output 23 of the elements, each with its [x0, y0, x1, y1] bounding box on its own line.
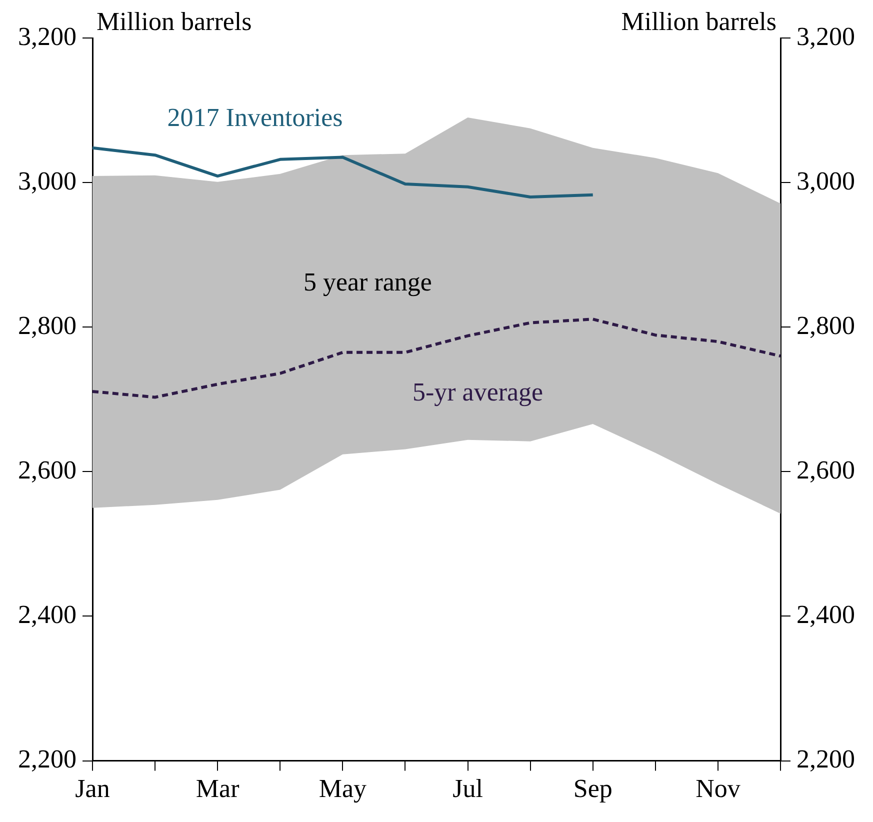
x-tick-label: May [318, 774, 367, 804]
y2-axis-title: Million barrels [621, 6, 776, 36]
x-tick-label: Mar [196, 774, 240, 804]
y2-tick-label: 2,400 [796, 600, 855, 630]
y2-tick-label: 2,200 [796, 744, 855, 774]
y2-tick-label: 3,200 [796, 22, 855, 51]
annotation: 5 year range [303, 268, 432, 297]
y2-tick-label: 2,800 [796, 310, 855, 340]
y-tick-label: 2,400 [18, 600, 76, 630]
series-label: 5-yr average [412, 378, 544, 407]
series-label: 2017 Inventories [167, 102, 343, 132]
y-tick-label: 3,000 [18, 166, 76, 196]
x-tick-label: Sep [573, 774, 612, 804]
y2-tick-label: 2,600 [796, 456, 855, 485]
y-tick-label: 2,600 [18, 456, 76, 485]
x-tick-label: Nov [696, 774, 740, 804]
y-tick-label: 3,200 [18, 22, 76, 51]
y-tick-label: 2,800 [18, 310, 76, 340]
y-tick-label: 2,200 [18, 744, 76, 774]
y2-tick-label: 3,000 [796, 166, 855, 196]
x-tick-label: Jan [75, 774, 110, 804]
y-axis-title: Million barrels [96, 6, 252, 36]
x-tick-label: Jul [452, 774, 483, 804]
